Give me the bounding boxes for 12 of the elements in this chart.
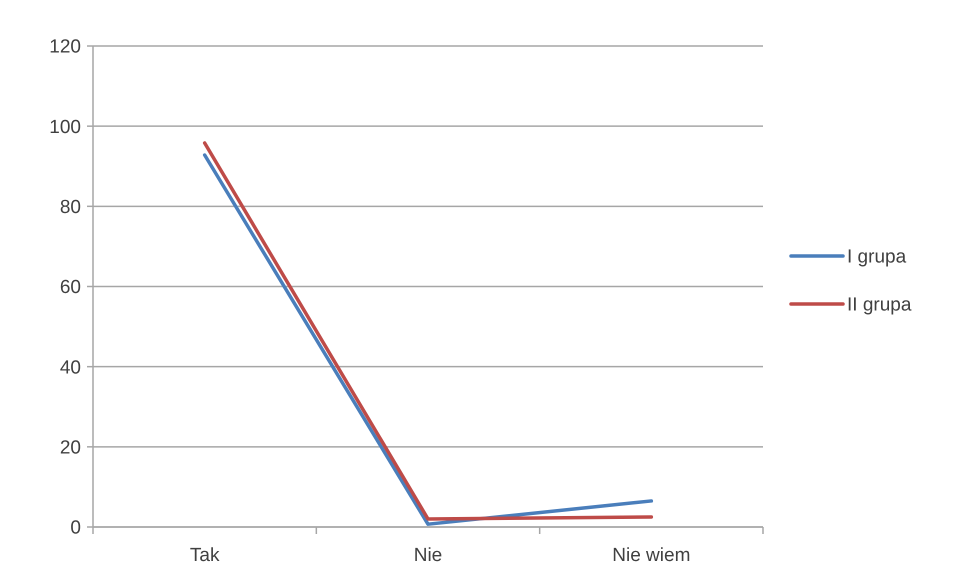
x-tick-label: Nie	[414, 545, 442, 566]
x-tick-label: Nie wiem	[612, 545, 690, 566]
y-tick-label: 0	[70, 518, 81, 539]
legend-label: I grupa	[847, 246, 907, 268]
y-tick-label: 100	[49, 116, 81, 138]
y-tick-label: 80	[60, 196, 81, 218]
y-tick-label: 40	[60, 357, 81, 378]
legend-label: II grupa	[847, 294, 912, 316]
y-tick-label: 20	[60, 437, 81, 458]
x-tick-label: Tak	[190, 545, 220, 566]
y-tick-label: 120	[49, 36, 81, 58]
y-tick-label: 60	[60, 277, 81, 298]
